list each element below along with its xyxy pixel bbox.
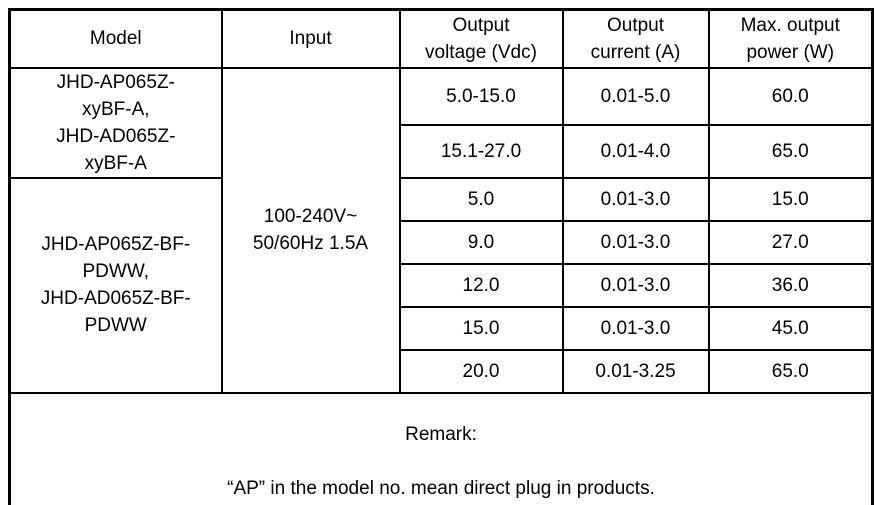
header-row: Model Input Output voltage (Vdc) Output …: [8, 8, 874, 69]
table-row: JHD-AP065Z-BF- PDWW, JHD-AD065Z-BF- PDWW…: [8, 176, 874, 394]
power-cell: 15.0: [707, 176, 874, 222]
column-header-input: Input: [220, 8, 401, 69]
column-header-output-current: Output current (A): [561, 8, 710, 69]
table-row: 15.0 0.01-3.0 45.0: [10, 305, 874, 351]
current-cell: 0.01-4.0: [561, 123, 710, 179]
table-row: 20.0 0.01-3.25 65.0: [10, 348, 874, 394]
table-row: 15.1-27.0 0.01-4.0 65.0: [10, 123, 874, 179]
column-header-model: Model: [8, 8, 223, 69]
voltage-cell: 5.0-15.0: [398, 66, 564, 126]
column-header-output-voltage: Output voltage (Vdc): [398, 8, 564, 69]
voltage-cell: 12.0: [398, 262, 564, 308]
power-cell: 36.0: [707, 262, 874, 308]
remark-cell: Remark: “AP” in the model no. mean direc…: [8, 391, 874, 505]
current-cell: 0.01-3.0: [561, 176, 710, 222]
table-row: 9.0 0.01-3.0 27.0: [10, 219, 874, 265]
current-cell: 0.01-5.0: [561, 66, 710, 126]
current-cell: 0.01-3.0: [561, 219, 710, 265]
remark-row: Remark: “AP” in the model no. mean direc…: [8, 391, 874, 505]
power-cell: 65.0: [707, 348, 874, 394]
remark-line-ap: “AP” in the model no. mean direct plug i…: [227, 477, 655, 499]
model-group-bf-pdww-cell: JHD-AP065Z-BF- PDWW, JHD-AD065Z-BF- PDWW: [8, 176, 223, 394]
column-header-max-output-power: Max. output power (W): [707, 8, 874, 69]
input-rating-cell: 100-240V~ 50/60Hz 1.5A: [220, 66, 401, 394]
voltage-cell: 5.0: [398, 176, 564, 222]
table-row: JHD-AP065Z- xyBF-A, JHD-AD065Z- xyBF-A 1…: [8, 66, 874, 394]
voltage-cell: 20.0: [398, 348, 564, 394]
power-cell: 65.0: [707, 123, 874, 179]
spec-table: Model Input Output voltage (Vdc) Output …: [8, 8, 874, 505]
remark-title: Remark:: [405, 423, 477, 445]
current-cell: 0.01-3.0: [561, 305, 710, 351]
power-cell: 60.0: [707, 66, 874, 126]
current-cell: 0.01-3.25: [561, 348, 710, 394]
voltage-cell: 15.1-27.0: [398, 123, 564, 179]
current-cell: 0.01-3.0: [561, 262, 710, 308]
voltage-cell: 9.0: [398, 219, 564, 265]
power-cell: 45.0: [707, 305, 874, 351]
voltage-cell: 15.0: [398, 305, 564, 351]
table-row: 12.0 0.01-3.0 36.0: [10, 262, 874, 308]
power-cell: 27.0: [707, 219, 874, 265]
model-group-xybf-a-cell: JHD-AP065Z- xyBF-A, JHD-AD065Z- xyBF-A: [8, 66, 223, 179]
